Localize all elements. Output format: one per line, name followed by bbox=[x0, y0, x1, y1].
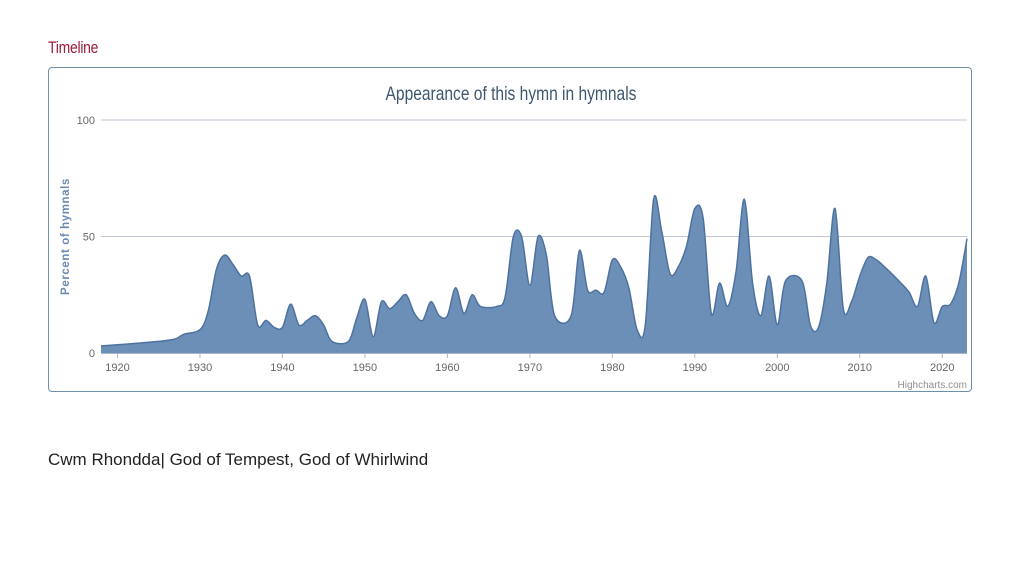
x-tick-label-1960: 1960 bbox=[435, 362, 459, 374]
y-tick-label-50: 50 bbox=[83, 232, 95, 244]
x-tick-label-1940: 1940 bbox=[270, 362, 294, 374]
x-tick-label-1920: 1920 bbox=[105, 362, 129, 374]
x-tick-label-1990: 1990 bbox=[683, 362, 707, 374]
hymn-caption: Cwm Rhondda| God of Tempest, God of Whir… bbox=[48, 450, 429, 469]
x-tick-label-1980: 1980 bbox=[600, 362, 624, 374]
chart-container: Appearance of this hymn in hymnals 0 50 100… bbox=[48, 67, 972, 392]
series-line bbox=[100, 195, 968, 347]
chart-title: Appearance of this hymn in hymnals bbox=[386, 83, 637, 105]
series-area bbox=[101, 195, 967, 353]
area-chart: Appearance of this hymn in hymnals 0 50 100… bbox=[60, 83, 968, 391]
x-tick-label-2000: 2000 bbox=[765, 362, 789, 374]
highcharts-credits: Highcharts.com bbox=[898, 380, 967, 391]
x-tick-label-1950: 1950 bbox=[353, 362, 377, 374]
x-tick-label-2020: 2020 bbox=[930, 362, 954, 374]
x-tick-label-1970: 1970 bbox=[518, 362, 542, 374]
section-heading: Timeline bbox=[48, 38, 99, 57]
x-tick-label-1930: 1930 bbox=[188, 362, 212, 374]
x-tick-label-2010: 2010 bbox=[848, 362, 872, 374]
y-tick-label-100: 100 bbox=[77, 115, 95, 127]
y-axis-title: Percent of hymnals bbox=[60, 178, 72, 295]
y-tick-label-0: 0 bbox=[89, 348, 95, 360]
